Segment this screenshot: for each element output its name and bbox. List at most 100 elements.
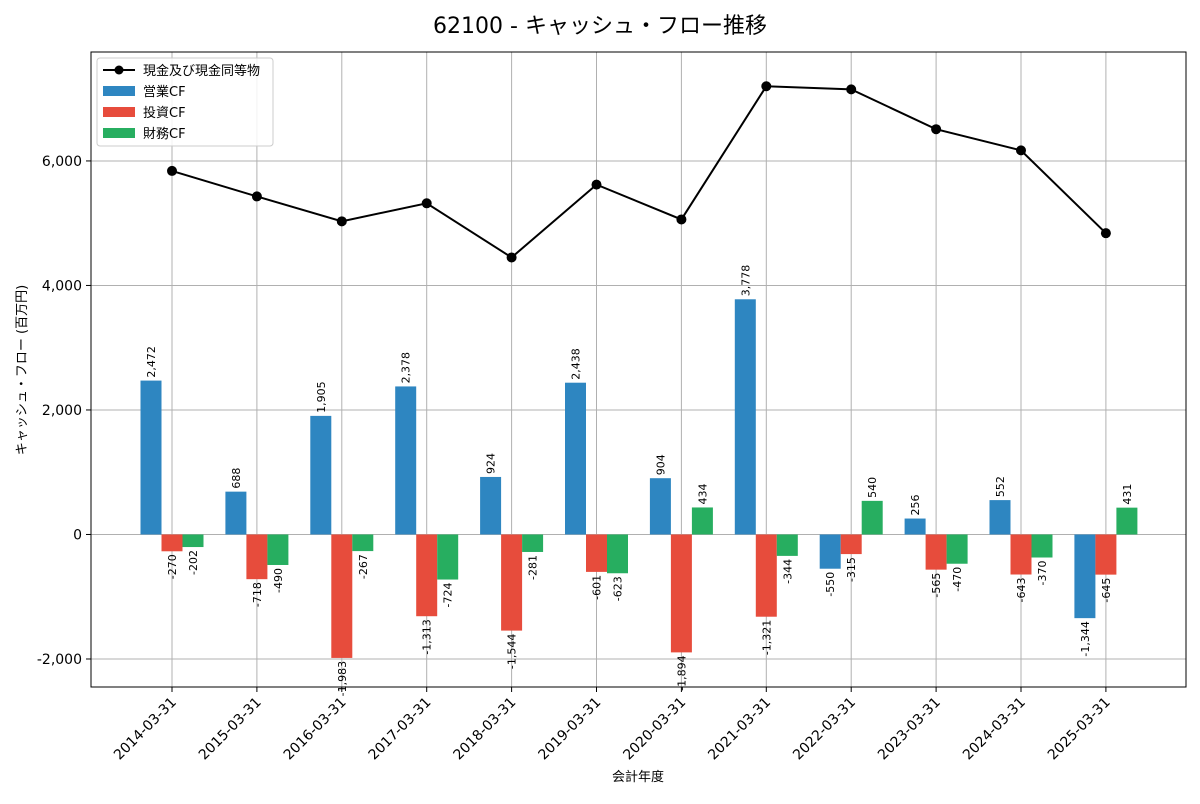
bar-data-label: 688 <box>230 468 243 489</box>
bar-data-label: 256 <box>909 495 922 516</box>
legend-label: 現金及び現金同等物 <box>143 63 260 79</box>
bars-layer <box>140 299 1138 658</box>
bar <box>840 534 862 555</box>
y-tick-label: 4,000 <box>42 278 82 294</box>
bar <box>946 534 968 564</box>
bar-data-label: 1,905 <box>315 381 328 413</box>
x-tick-label: 2025-03-31 <box>1045 695 1114 764</box>
bar <box>161 534 183 552</box>
bar-data-label: -344 <box>781 559 794 584</box>
legend-label: 営業CF <box>143 84 186 100</box>
bar <box>776 534 798 556</box>
legend-box <box>96 57 274 147</box>
cash-point <box>251 191 262 202</box>
legend-label: 財務CF <box>143 127 186 142</box>
cash-point <box>336 216 347 227</box>
bar-data-label: -490 <box>272 568 285 593</box>
legend-marker <box>114 65 124 75</box>
y-tick-label: 6,000 <box>42 154 82 170</box>
bar-data-label: 924 <box>485 453 498 474</box>
bar-data-label: 540 <box>866 477 879 498</box>
cash-point <box>1100 228 1111 239</box>
bar <box>1031 534 1053 558</box>
bar-data-label: 434 <box>696 483 709 504</box>
bar-data-label: -718 <box>251 582 264 607</box>
bar-data-label: -470 <box>951 567 964 592</box>
data-labels-layer: 2,472 688 1,905 2,378 924 2,438 904 3,778 -550 25… <box>145 265 1134 697</box>
y-tick-label: -2,000 <box>37 652 82 668</box>
x-axis-label: 会計年度 <box>612 769 664 785</box>
bar-data-label: -1,983 <box>336 661 349 696</box>
legend-label: 投資CF <box>143 105 186 121</box>
bar <box>1010 534 1032 575</box>
bar-data-label: 2,438 <box>570 348 583 380</box>
bar-data-label: -1,344 <box>1079 621 1092 656</box>
y-axis-label: キャッシュ・フロー (百万円) <box>15 285 30 455</box>
bar-data-label: -601 <box>591 575 604 600</box>
bar <box>734 299 756 535</box>
bar-data-label: -270 <box>166 554 179 579</box>
cash-point <box>761 81 772 92</box>
legend-swatch <box>103 128 135 138</box>
x-tick-label: 2014-03-31 <box>111 695 180 764</box>
bar-data-label: 2,378 <box>400 352 413 384</box>
x-tick-label: 2018-03-31 <box>451 695 520 764</box>
bar <box>267 534 289 565</box>
bar <box>352 534 374 552</box>
bar <box>607 534 628 574</box>
x-tick-label: 2024-03-31 <box>960 695 1029 764</box>
x-tick-label: 2023-03-31 <box>875 695 944 764</box>
bar-data-label: -1,894 <box>675 655 688 690</box>
x-tick-label: 2022-03-31 <box>790 695 859 764</box>
bar <box>480 476 502 535</box>
bar <box>989 500 1011 535</box>
bar <box>819 534 841 569</box>
bar <box>182 534 204 548</box>
bar-data-label: -1,544 <box>506 634 519 669</box>
bar <box>755 534 777 617</box>
plot-frame <box>90 51 1187 688</box>
line-layer <box>167 81 1111 263</box>
bar <box>501 534 523 631</box>
bar <box>395 386 417 535</box>
bar-data-label: -370 <box>1036 561 1049 586</box>
x-tick-label: 2015-03-31 <box>196 695 265 764</box>
bar <box>246 534 268 580</box>
cash-point <box>167 165 177 176</box>
bar <box>1074 534 1096 619</box>
bar-data-label: -267 <box>357 554 370 579</box>
bar <box>437 534 459 580</box>
bar-data-label: 904 <box>654 454 667 475</box>
bar <box>904 518 926 535</box>
x-tick-label: 2019-03-31 <box>535 695 604 764</box>
cash-line <box>171 85 1107 259</box>
bar-data-label: -565 <box>930 573 943 598</box>
bar <box>1116 507 1138 535</box>
cash-point <box>676 214 687 225</box>
bar <box>565 382 586 535</box>
bar-data-label: -643 <box>1015 578 1028 603</box>
bar-data-label: -623 <box>612 576 625 601</box>
bar-data-label: -550 <box>824 572 837 597</box>
bar <box>1095 534 1117 575</box>
bar-data-label: -315 <box>845 557 858 582</box>
bar <box>586 534 607 572</box>
bar-data-label: -1,321 <box>760 620 773 655</box>
cash-point <box>506 252 517 263</box>
bar <box>310 415 332 535</box>
bar-data-label: -1,313 <box>421 619 434 654</box>
bar <box>416 534 438 617</box>
bar-data-label: -724 <box>442 583 455 608</box>
bar <box>522 534 544 552</box>
cash-point <box>421 198 432 209</box>
x-tick-label: 2020-03-31 <box>620 695 689 764</box>
bar-data-label: -645 <box>1100 578 1113 603</box>
x-tick-label: 2017-03-31 <box>366 695 435 764</box>
bar <box>691 507 713 535</box>
bar <box>925 534 947 570</box>
bar <box>670 534 692 653</box>
legend-swatch <box>103 86 135 96</box>
